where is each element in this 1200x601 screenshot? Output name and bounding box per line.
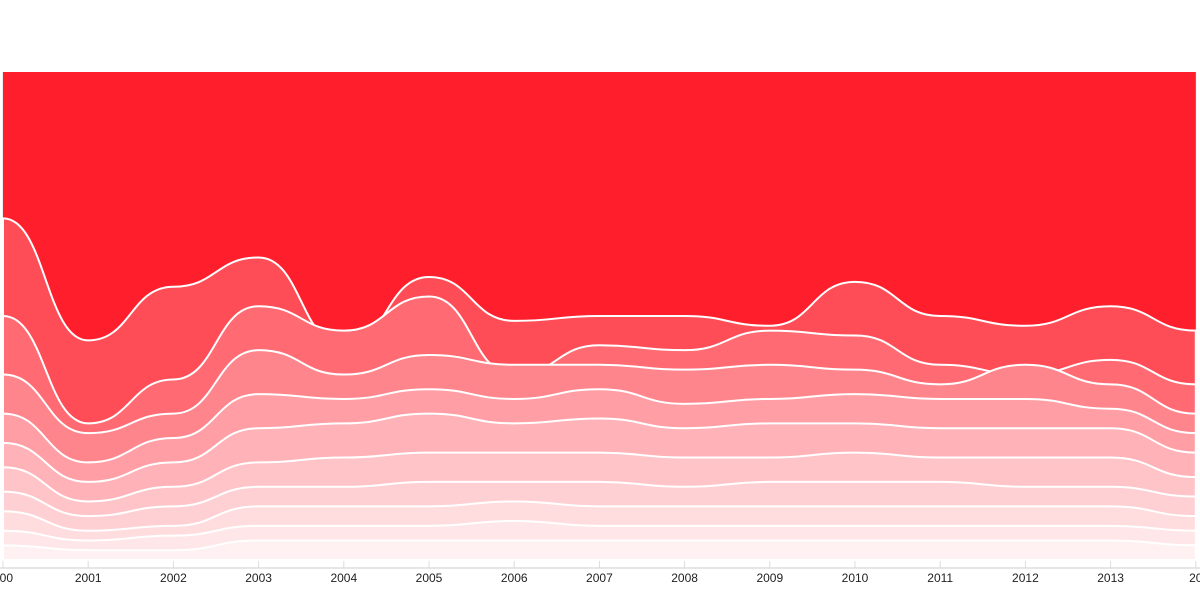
x-tick-label: 2012	[1012, 571, 1039, 585]
stream-band-11	[2, 539, 1197, 561]
x-tick-label: 2004	[330, 571, 357, 585]
x-tick-label: 2011	[927, 571, 953, 585]
area-layer	[2, 72, 1197, 561]
x-axis: 000 2001 2002 2003 2004 2005 2006 2007 2008 2009 2…	[0, 567, 1200, 585]
x-tick-label: 2009	[756, 571, 783, 585]
x-tick-label: 2002	[160, 571, 187, 585]
x-tick-label: 2010	[842, 571, 869, 585]
x-tick-label: 20	[1189, 571, 1200, 585]
x-tick-label: 000	[0, 571, 13, 585]
x-tick-label: 2013	[1097, 571, 1124, 585]
x-tick-label: 2007	[586, 571, 613, 585]
x-tick-label: 2001	[75, 571, 102, 585]
x-tick-label: 2005	[416, 571, 443, 585]
x-tick-label: 2008	[671, 571, 698, 585]
x-tick-label: 2006	[501, 571, 528, 585]
x-tick-label: 2003	[245, 571, 272, 585]
